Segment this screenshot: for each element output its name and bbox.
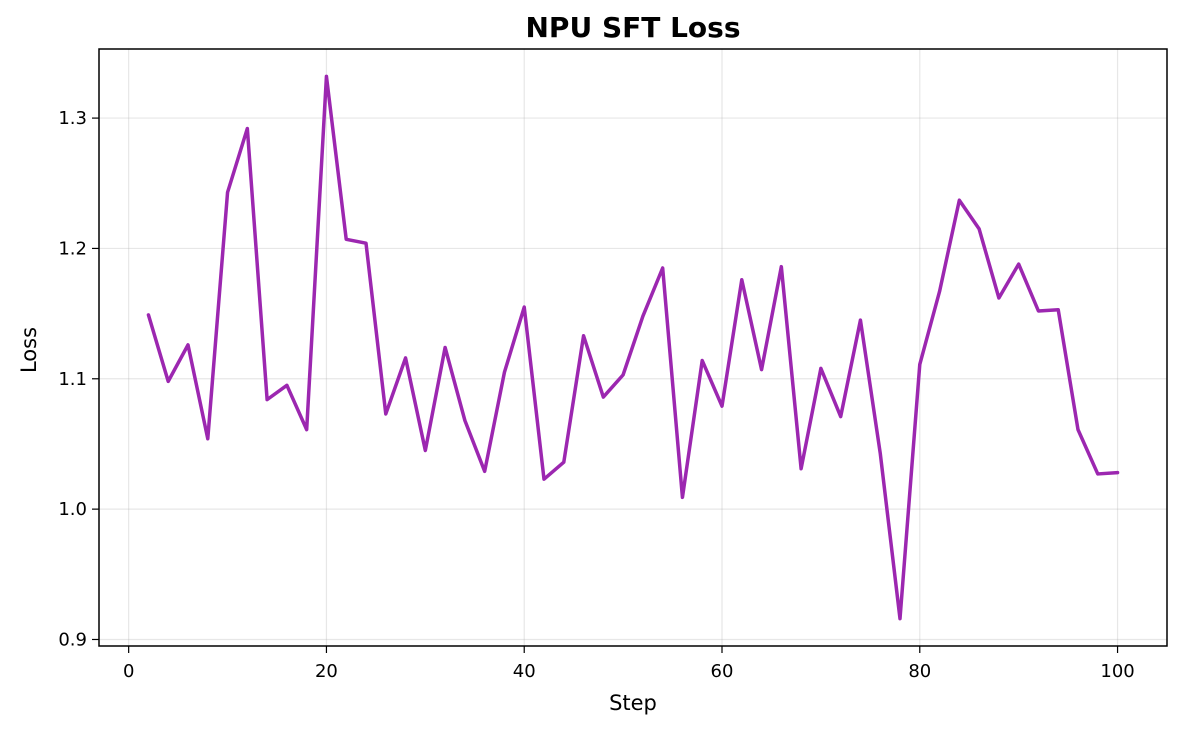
- data-point: [1076, 428, 1080, 431]
- x-tick-label: 60: [711, 661, 734, 682]
- data-point: [424, 449, 427, 452]
- data-point: [483, 470, 486, 473]
- data-point: [562, 461, 565, 464]
- data-point: [819, 367, 823, 370]
- data-point: [285, 384, 289, 387]
- data-point: [720, 404, 724, 408]
- y-tick-label: 1.2: [58, 238, 87, 259]
- data-point: [542, 477, 546, 481]
- data-point: [246, 127, 249, 130]
- data-point: [226, 191, 229, 194]
- data-point: [325, 75, 328, 78]
- data-point: [345, 238, 348, 241]
- data-point: [384, 412, 387, 416]
- y-tick-label: 1.3: [58, 108, 87, 129]
- data-point: [523, 305, 526, 309]
- data-point: [918, 363, 921, 366]
- data-point: [740, 278, 743, 281]
- data-point: [364, 242, 368, 245]
- data-point: [997, 296, 1001, 300]
- data-point: [582, 334, 585, 337]
- data-point: [443, 346, 447, 349]
- data-point: [503, 371, 506, 374]
- x-tick-label: 40: [513, 661, 536, 682]
- x-tick-label: 0: [123, 661, 134, 682]
- data-point: [186, 343, 190, 347]
- plot-frame: [98, 48, 1168, 647]
- data-point: [661, 266, 664, 270]
- data-point: [898, 617, 902, 620]
- data-point: [265, 398, 269, 401]
- data-point: [463, 419, 467, 422]
- data-point: [621, 373, 625, 377]
- x-axis-label: Step: [609, 691, 657, 715]
- x-tick-label: 20: [315, 661, 338, 682]
- chart-title: NPU SFT Loss: [526, 11, 741, 44]
- data-point: [958, 199, 961, 202]
- data-point: [602, 395, 605, 399]
- data-point: [1096, 472, 1099, 476]
- data-point: [701, 359, 704, 362]
- data-point: [760, 368, 763, 371]
- x-tick-label: 100: [1100, 661, 1134, 682]
- x-tick-label: 80: [908, 661, 931, 682]
- grid: [99, 49, 1167, 646]
- data-point: [799, 467, 803, 470]
- data-point: [780, 265, 783, 268]
- data-point: [938, 290, 941, 293]
- ticks: 0 20 40 60 80 100 0.9 1.0 1.1 1.2 1.3: [58, 108, 1134, 682]
- data-point: [1017, 262, 1020, 266]
- y-tick-label: 1.1: [58, 369, 87, 390]
- data-point: [404, 356, 407, 360]
- data-point: [879, 451, 882, 455]
- data-point: [681, 496, 684, 499]
- data-point: [1116, 471, 1119, 474]
- data-point: [859, 318, 862, 322]
- data-point: [1057, 308, 1060, 311]
- y-tick-label: 0.9: [58, 629, 87, 650]
- loss-series-line: [146, 74, 1120, 621]
- data-point: [641, 315, 645, 318]
- y-axis-label: Loss: [17, 327, 41, 373]
- y-tick-label: 1.0: [58, 499, 87, 520]
- data-point: [206, 437, 209, 440]
- series-layer: [146, 74, 1120, 621]
- data-point: [839, 415, 842, 418]
- data-point: [1037, 309, 1040, 313]
- data-point: [977, 227, 981, 231]
- data-point: [305, 428, 308, 431]
- data-point: [147, 313, 150, 317]
- data-point: [167, 380, 170, 383]
